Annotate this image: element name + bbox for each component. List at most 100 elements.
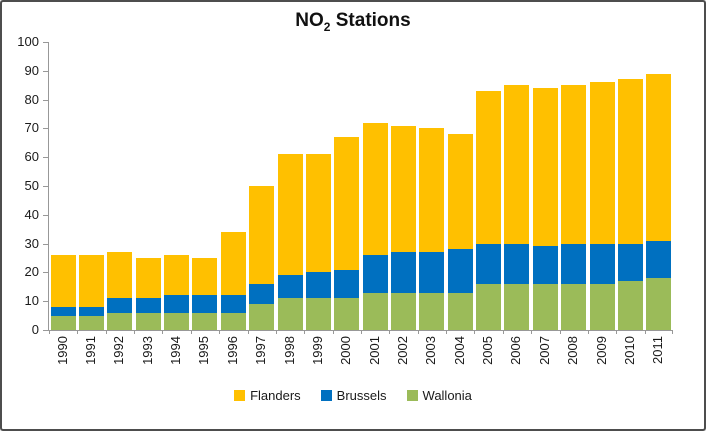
bar-column-2001 bbox=[361, 122, 389, 330]
bar-column-2011 bbox=[645, 73, 673, 330]
bar-column-1999 bbox=[304, 154, 332, 330]
x-axis-label-text: 1994 bbox=[168, 336, 184, 365]
bar-segment-brussels-2008 bbox=[561, 243, 587, 284]
bar-segment-flanders-1999 bbox=[305, 154, 331, 273]
x-axis-label-text: 1999 bbox=[309, 336, 325, 365]
bar-segment-wallonia-2003 bbox=[419, 292, 445, 330]
x-axis-label-2001: 2001 bbox=[360, 336, 388, 365]
bar-segment-brussels-1992 bbox=[107, 298, 133, 313]
bar-segment-brussels-1993 bbox=[135, 298, 161, 313]
bar-1997 bbox=[249, 186, 275, 330]
y-axis-tick bbox=[43, 42, 48, 43]
bar-segment-wallonia-2004 bbox=[447, 292, 473, 330]
x-axis-label-text: 2002 bbox=[394, 336, 410, 365]
x-axis-label-1993: 1993 bbox=[133, 336, 161, 365]
x-axis-label-2010: 2010 bbox=[615, 336, 643, 365]
bar-segment-wallonia-1998 bbox=[277, 298, 303, 330]
bar-column-1998 bbox=[276, 154, 304, 330]
bar-segment-wallonia-2011 bbox=[646, 278, 672, 330]
x-axis-label-text: 2003 bbox=[423, 336, 439, 365]
x-axis-label-text: 1992 bbox=[111, 336, 127, 365]
bar-2001 bbox=[362, 122, 388, 330]
y-axis-tick bbox=[43, 157, 48, 159]
bar-2003 bbox=[419, 128, 445, 330]
x-axis-label-text: 2000 bbox=[338, 336, 354, 365]
bar-segment-brussels-2010 bbox=[617, 243, 643, 282]
bar-column-2002 bbox=[389, 125, 417, 330]
x-axis-label-text: 2007 bbox=[536, 336, 552, 365]
bar-segment-flanders-1994 bbox=[164, 255, 190, 296]
bar-segment-flanders-1997 bbox=[249, 186, 275, 284]
x-axis-label-text: 2008 bbox=[565, 336, 581, 365]
bar-segment-flanders-1995 bbox=[192, 258, 218, 296]
x-axis-label-2006: 2006 bbox=[502, 336, 530, 365]
bar-column-2005 bbox=[474, 90, 502, 330]
bar-segment-flanders-1991 bbox=[79, 255, 105, 307]
bar-2002 bbox=[390, 125, 416, 330]
x-axis-tick bbox=[587, 330, 589, 334]
x-axis-label-text: 2011 bbox=[650, 336, 666, 364]
x-axis-label-2007: 2007 bbox=[530, 336, 558, 365]
x-axis-label-text: 2001 bbox=[366, 336, 382, 365]
bar-2011 bbox=[646, 73, 672, 330]
bar-column-1996 bbox=[219, 232, 247, 330]
bar-column-1992 bbox=[106, 252, 134, 330]
bar-column-2000 bbox=[333, 137, 361, 330]
bar-segment-brussels-1996 bbox=[220, 295, 246, 313]
x-axis-label-text: 2009 bbox=[593, 336, 609, 365]
bar-segment-wallonia-2005 bbox=[476, 283, 502, 330]
bar-segment-flanders-1996 bbox=[220, 232, 246, 296]
bar-segment-brussels-2003 bbox=[419, 252, 445, 293]
x-axis-label-text: 1996 bbox=[224, 336, 240, 365]
bar-segment-flanders-2010 bbox=[617, 79, 643, 244]
x-axis-label-2003: 2003 bbox=[417, 336, 445, 365]
bar-segment-flanders-1990 bbox=[50, 255, 76, 307]
x-axis-label-text: 1997 bbox=[253, 336, 269, 365]
y-axis-tick bbox=[43, 272, 48, 274]
legend-label-brussels: Brussels bbox=[336, 388, 387, 403]
legend-swatch-flanders bbox=[234, 390, 246, 401]
bar-segment-wallonia-2008 bbox=[561, 283, 587, 330]
bar-segment-brussels-1995 bbox=[192, 295, 218, 313]
bar-segment-flanders-1992 bbox=[107, 252, 133, 299]
x-axis-tick bbox=[644, 330, 646, 334]
bar-segment-brussels-2000 bbox=[334, 269, 360, 299]
bar-segment-wallonia-2006 bbox=[504, 283, 530, 330]
x-axis-tick bbox=[332, 330, 334, 334]
x-axis-tick bbox=[247, 330, 249, 334]
bar-segment-brussels-2006 bbox=[504, 243, 530, 284]
x-axis-label-1997: 1997 bbox=[247, 336, 275, 365]
bar-segment-wallonia-1995 bbox=[192, 312, 218, 330]
legend-item-wallonia: Wallonia bbox=[406, 388, 472, 403]
bar-1994 bbox=[164, 255, 190, 330]
bar-1995 bbox=[192, 258, 218, 330]
bar-segment-flanders-2007 bbox=[532, 88, 558, 247]
x-axis-tick bbox=[502, 330, 504, 334]
legend-item-flanders: Flanders bbox=[234, 388, 301, 403]
x-axis-label-text: 1993 bbox=[139, 336, 155, 365]
y-axis-tick bbox=[43, 99, 48, 101]
bar-segment-flanders-2005 bbox=[476, 90, 502, 244]
bar-segment-brussels-2005 bbox=[476, 243, 502, 284]
bar-segment-wallonia-2000 bbox=[334, 298, 360, 330]
bar-1990 bbox=[50, 255, 76, 330]
bar-column-2006 bbox=[503, 85, 531, 330]
bar-segment-wallonia-2009 bbox=[589, 283, 615, 330]
x-axis-label-2004: 2004 bbox=[445, 336, 473, 365]
bar-segment-brussels-1991 bbox=[79, 306, 105, 316]
bar-segment-flanders-2006 bbox=[504, 85, 530, 244]
y-axis-tick bbox=[43, 243, 48, 245]
plot-area: 100 90 80 70 60 50 40 30 20 10 0 bbox=[17, 35, 673, 337]
x-axis-label-2002: 2002 bbox=[388, 336, 416, 365]
bar-segment-flanders-1993 bbox=[135, 258, 161, 299]
x-axis-label-1999: 1999 bbox=[303, 336, 331, 365]
bar-segment-flanders-2000 bbox=[334, 137, 360, 270]
bar-segment-wallonia-1997 bbox=[249, 304, 275, 330]
bar-segment-flanders-2001 bbox=[362, 122, 388, 256]
x-axis-label-1990: 1990 bbox=[48, 336, 76, 365]
x-axis-tick bbox=[275, 330, 277, 334]
bar-2004 bbox=[447, 134, 473, 330]
bar-column-2009 bbox=[588, 82, 616, 330]
y-axis-tick-label: 20 bbox=[24, 264, 39, 280]
y-axis-tick-label: 10 bbox=[24, 293, 39, 309]
